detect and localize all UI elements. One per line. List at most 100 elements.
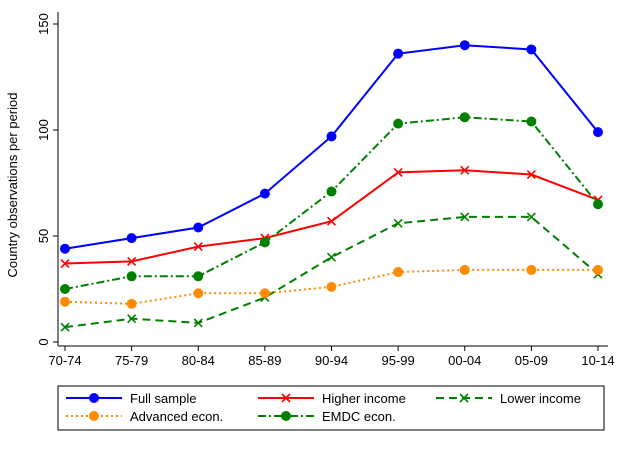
legend-marker bbox=[459, 393, 469, 403]
data-point bbox=[259, 288, 270, 299]
data-point bbox=[393, 167, 403, 177]
legend-marker bbox=[281, 411, 291, 421]
marker-stroke bbox=[60, 258, 70, 269]
y-tick-label: 0 bbox=[36, 338, 51, 345]
y-axis-title: Country observations per period bbox=[5, 93, 20, 278]
data-point bbox=[393, 48, 404, 59]
series-line bbox=[64, 116, 599, 290]
data-point bbox=[60, 258, 70, 269]
series-full-sample bbox=[60, 40, 603, 254]
y-tick-label: 100 bbox=[36, 119, 51, 141]
series-emdc-econ bbox=[60, 112, 603, 294]
data-point bbox=[326, 131, 337, 142]
marker-stroke bbox=[526, 169, 536, 180]
x-tick-label: 10-14 bbox=[581, 353, 614, 368]
data-point bbox=[393, 267, 404, 278]
data-point bbox=[193, 271, 204, 282]
data-point bbox=[60, 296, 70, 307]
data-point bbox=[526, 116, 537, 127]
data-point bbox=[326, 216, 337, 226]
data-point bbox=[60, 243, 70, 254]
y-tick-label: 50 bbox=[36, 229, 51, 243]
legend-label: Advanced econ. bbox=[130, 409, 223, 424]
marker-stroke bbox=[460, 165, 470, 175]
data-point bbox=[593, 264, 603, 275]
x-tick-label: 70-74 bbox=[48, 353, 81, 368]
data-point bbox=[593, 199, 603, 210]
y-tick-label: 150 bbox=[36, 13, 51, 35]
data-point bbox=[393, 218, 403, 228]
x-tick-label: 80-84 bbox=[182, 353, 215, 368]
x-tick-label: 75-79 bbox=[115, 353, 148, 368]
legend-item: Lower income bbox=[436, 391, 581, 406]
data-point bbox=[193, 242, 203, 252]
data-point bbox=[60, 322, 70, 332]
data-point bbox=[126, 233, 137, 244]
data-point bbox=[193, 318, 203, 328]
series-line bbox=[64, 44, 599, 250]
legend-box bbox=[57, 385, 605, 431]
series-line bbox=[64, 215, 599, 329]
marker-stroke bbox=[393, 167, 403, 177]
legend-marker bbox=[89, 411, 99, 421]
series-lower-income bbox=[60, 212, 603, 332]
x-tick-label: 95-99 bbox=[382, 353, 415, 368]
x-tick-label: 00-04 bbox=[448, 353, 481, 368]
marker-stroke bbox=[127, 256, 137, 267]
data-point bbox=[127, 314, 137, 324]
data-point bbox=[459, 264, 470, 275]
legend-item: Advanced econ. bbox=[66, 409, 223, 424]
marker-stroke bbox=[526, 212, 536, 222]
legend-label: EMDC econ. bbox=[322, 409, 396, 424]
data-point bbox=[459, 40, 470, 51]
data-point bbox=[526, 264, 537, 275]
axes: 0 50 100 150 70-74 75-79 80-84 85-89 90-94 95-99 0… bbox=[36, 12, 615, 368]
series-higher-income bbox=[60, 165, 603, 269]
data-point bbox=[193, 288, 204, 299]
data-point bbox=[60, 284, 70, 294]
data-point bbox=[526, 169, 536, 180]
marker-stroke bbox=[193, 242, 203, 252]
x-tick-label: 90-94 bbox=[315, 353, 348, 368]
data-point bbox=[259, 237, 270, 248]
series-line bbox=[64, 169, 599, 265]
legend-label: Lower income bbox=[500, 391, 581, 406]
legend-item: Full sample bbox=[66, 391, 196, 406]
legend-label: Higher income bbox=[322, 391, 406, 406]
marker-stroke bbox=[326, 252, 337, 262]
x-tick-label: 05-09 bbox=[515, 353, 548, 368]
marker-stroke bbox=[60, 322, 70, 332]
legend-item: EMDC econ. bbox=[258, 409, 396, 424]
legend: Full sample Higher income Lower income Adva… bbox=[57, 385, 605, 431]
data-point bbox=[126, 271, 137, 282]
data-point bbox=[127, 256, 137, 267]
data-point bbox=[126, 298, 137, 309]
data-point bbox=[460, 165, 470, 175]
data-point bbox=[326, 186, 337, 197]
marker-stroke bbox=[127, 314, 137, 324]
marker-stroke bbox=[393, 218, 403, 228]
legend-label: Full sample bbox=[130, 391, 196, 406]
marker-stroke bbox=[460, 212, 470, 222]
data-point bbox=[193, 222, 204, 233]
data-point bbox=[593, 127, 603, 138]
marker-stroke bbox=[326, 216, 337, 226]
legend-item: Higher income bbox=[258, 391, 406, 406]
data-point bbox=[459, 112, 470, 123]
legend-marker bbox=[281, 393, 291, 403]
marker-stroke bbox=[459, 393, 469, 403]
x-tick-label: 85-89 bbox=[248, 353, 281, 368]
data-point bbox=[526, 44, 537, 55]
series-advanced-econ bbox=[60, 264, 603, 309]
marker-stroke bbox=[281, 393, 291, 403]
data-point bbox=[526, 212, 536, 222]
data-point bbox=[326, 252, 337, 262]
marker-stroke bbox=[193, 318, 203, 328]
data-point bbox=[259, 188, 270, 199]
data-point bbox=[326, 281, 337, 292]
data-point bbox=[393, 118, 404, 129]
data-point bbox=[460, 212, 470, 222]
series-layer bbox=[60, 40, 603, 332]
